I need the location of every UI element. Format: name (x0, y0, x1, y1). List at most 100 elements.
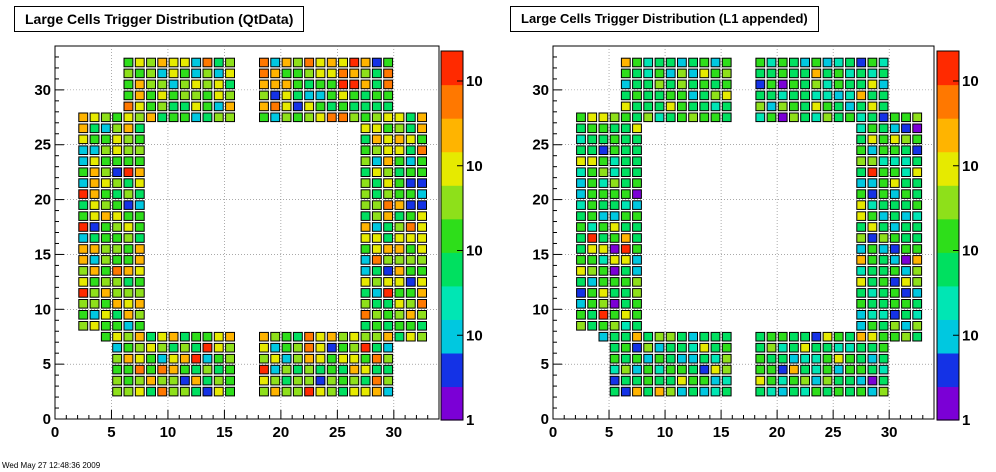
heatmap-cell (710, 342, 721, 353)
heatmap-cell (123, 189, 134, 199)
heatmap-cell (326, 79, 337, 90)
heatmap-cell (191, 68, 202, 79)
heatmap-cell (304, 342, 315, 353)
heatmap-cell (889, 189, 900, 199)
heatmap-cell (146, 375, 157, 386)
heatmap-cell (878, 277, 889, 287)
heatmap-cell (349, 57, 360, 68)
heatmap-cell (699, 90, 710, 101)
heatmap-cell (620, 310, 631, 320)
heatmap-cell (632, 277, 642, 287)
heatmap-cell (417, 244, 428, 254)
heatmap-cell (179, 79, 190, 90)
heatmap-cell (576, 123, 586, 134)
colorbar-segment (937, 252, 959, 287)
heatmap-cell (789, 342, 799, 353)
heatmap-cell (856, 266, 867, 276)
heatmap-cell (123, 211, 134, 221)
heatmap-cell (889, 211, 900, 221)
heatmap-cell (620, 244, 631, 254)
heatmap-cell (789, 364, 799, 375)
heatmap-cell (856, 156, 867, 166)
heatmap-cell (78, 244, 89, 254)
colorbar-label: 10 (466, 243, 483, 260)
heatmap-cell (721, 112, 732, 123)
heatmap-cell (721, 90, 732, 101)
heatmap-cell (867, 79, 878, 90)
heatmap-cell (800, 342, 811, 353)
heatmap-cell (405, 178, 416, 188)
x-tick-label: 5 (107, 424, 115, 441)
heatmap-cell (878, 90, 889, 101)
heatmap-cell (912, 321, 923, 331)
heatmap-cell (699, 364, 710, 375)
heatmap-cell (643, 79, 654, 90)
heatmap-cell (867, 353, 878, 364)
heatmap-cell (100, 288, 111, 298)
heatmap-cell (112, 364, 123, 375)
heatmap-cell (901, 145, 911, 155)
heatmap-cell (878, 156, 889, 166)
x-tick-label: 25 (329, 424, 346, 441)
heatmap-cell (123, 200, 134, 210)
heatmap-cell (281, 79, 292, 90)
heatmap-cell (417, 266, 428, 276)
heatmap-cell (833, 101, 844, 112)
heatmap-cell (371, 342, 382, 353)
heatmap-cell (168, 112, 179, 123)
heatmap-cell (383, 321, 394, 331)
heatmap-cell (677, 90, 687, 101)
heatmap-cell (688, 364, 698, 375)
heatmap-cell (598, 255, 609, 265)
heatmap-cell (856, 331, 867, 342)
heatmap-cell (822, 79, 833, 90)
heatmap-cell (281, 90, 292, 101)
heatmap-cell (598, 299, 609, 309)
heatmap-cell (856, 101, 867, 112)
heatmap-cell (699, 353, 710, 364)
heatmap-cell (417, 134, 428, 145)
heatmap-cell (89, 233, 100, 243)
x-tick-label: 15 (713, 424, 730, 441)
heatmap-cell (371, 288, 382, 298)
heatmap-cell (146, 331, 157, 342)
heatmap-cell (867, 321, 878, 331)
heatmap-cell (405, 255, 416, 265)
heatmap-cell (270, 90, 281, 101)
heatmap-cell (394, 222, 405, 232)
heatmap-cell (665, 68, 676, 79)
heatmap-cell (609, 244, 620, 254)
heatmap-cell (157, 90, 168, 101)
heatmap-cell (878, 79, 889, 90)
heatmap-cell (889, 321, 900, 331)
heatmap-cell (89, 134, 100, 145)
heatmap-cell (665, 375, 676, 386)
heatmap-cell (632, 353, 642, 364)
heatmap-cell (100, 331, 111, 342)
heatmap-cell (405, 211, 416, 221)
heatmap-cell (417, 200, 428, 210)
heatmap-cell (833, 331, 844, 342)
heatmap-cell (89, 145, 100, 155)
heatmap-cell (168, 386, 179, 397)
heatmap-cell (146, 90, 157, 101)
heatmap-cell (405, 222, 416, 232)
heatmap-cell (338, 101, 349, 112)
x-tick-label: 20 (273, 424, 290, 441)
heatmap-cell (338, 57, 349, 68)
heatmap-cell (721, 68, 732, 79)
heatmap-cell (360, 79, 371, 90)
heatmap-cell (867, 233, 878, 243)
heatmap-cell (878, 57, 889, 68)
heatmap-cell (360, 101, 371, 112)
heatmap-cell (912, 288, 923, 298)
heatmap-cell (654, 101, 665, 112)
colorbar-label: 10 (962, 73, 979, 90)
heatmap-cell (632, 310, 642, 320)
heatmap-cell (304, 331, 315, 342)
heatmap-cell (191, 353, 202, 364)
heatmap-cell (304, 101, 315, 112)
heatmap-cell (360, 145, 371, 155)
y-tick-label: 15 (532, 246, 549, 263)
colorbar-segment (441, 151, 463, 186)
